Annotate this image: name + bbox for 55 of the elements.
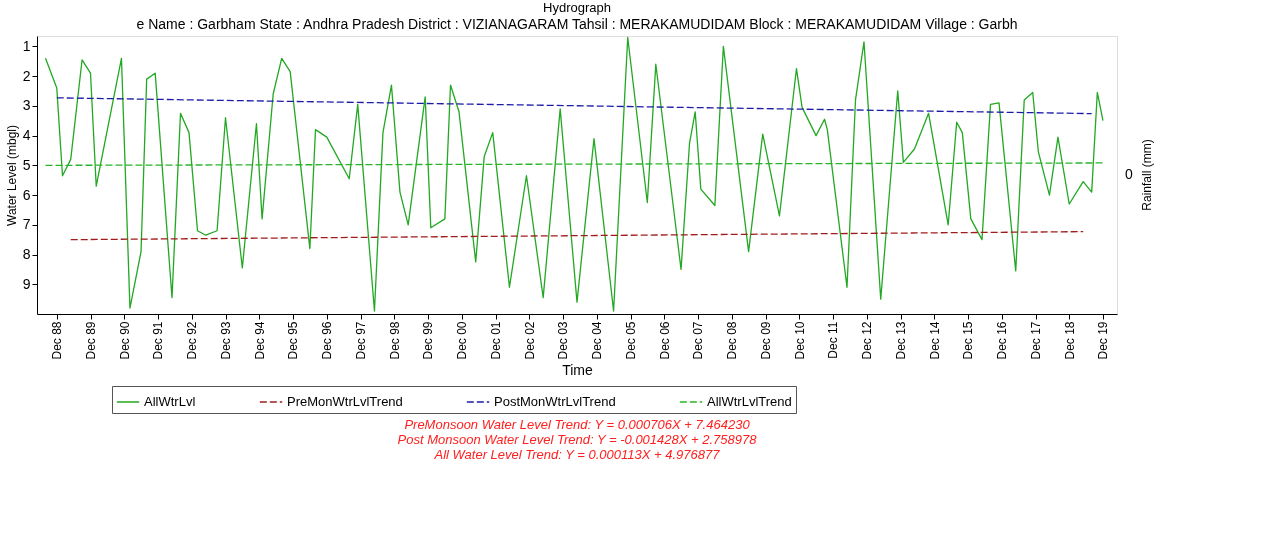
x-tick-label: Dec 93 <box>219 321 233 360</box>
x-tick-label: Dec 05 <box>624 321 638 360</box>
x-tick-label: Dec 10 <box>792 321 807 360</box>
y-tick-label: 8 <box>22 246 31 263</box>
x-tick-label: Dec 98 <box>387 321 402 360</box>
legend-label: PostMonWtrLvlTrend <box>494 394 616 409</box>
y-tick-label: 3 <box>22 97 31 114</box>
text: 0 <box>1125 166 1133 182</box>
legend-label: AllWtrLvl <box>144 394 196 409</box>
x-tick-label: Dec 88 <box>50 321 65 360</box>
y-tick-label: 5 <box>22 156 31 173</box>
x-axis-title: Time <box>562 361 594 378</box>
text: PreMonsoon Water Level Trend: Y = 0.000706X + 7.464230 <box>404 417 751 432</box>
chart-subtitle: e Name : Garbham State : Andhra Pradesh District : VIZIANAGARAM Tahsil : MERAKAMUDIDAM Block : MERAKAMUDIDAM Village : Garbh <box>136 16 1018 32</box>
y-axis-title: Water Level (mbgl) <box>4 125 19 226</box>
x-tick-label: Dec 19 <box>1096 321 1111 360</box>
y2-axis-title: Rainfall (mm) <box>1140 139 1154 211</box>
x-tick-label: Dec 96 <box>320 321 335 360</box>
x-tick-label: Dec 04 <box>590 321 605 360</box>
y-tick-label: 1 <box>22 37 31 54</box>
x-tick-label: Dec 03 <box>556 321 571 360</box>
x-tick-label: Dec 92 <box>185 321 200 360</box>
x-tick-label: Dec 06 <box>657 321 672 360</box>
text: Post Monsoon Water Level Trend: Y = -0.001428X + 2.758978 <box>397 432 758 447</box>
y-tick-label: 7 <box>22 216 31 233</box>
x-tick-label: Dec 95 <box>286 321 301 360</box>
x-tick-label: Dec 02 <box>522 321 537 360</box>
x-tick-label: Dec 15 <box>961 321 976 360</box>
x-tick-label: Dec 11 <box>826 321 841 359</box>
x-tick-label: Dec 94 <box>252 321 267 360</box>
x-tick-label: Dec 18 <box>1062 321 1077 360</box>
y-tick-label: 2 <box>22 67 31 84</box>
x-tick-label: Dec 91 <box>151 321 166 360</box>
y-tick-label: 4 <box>22 127 31 144</box>
legend-label: PreMonWtrLvlTrend <box>287 394 403 409</box>
y-tick-label: 6 <box>22 186 31 203</box>
x-tick-label: Dec 13 <box>894 321 908 360</box>
x-tick-label: Dec 08 <box>725 321 740 360</box>
x-tick-label: Dec 90 <box>117 321 132 360</box>
x-tick-label: Dec 17 <box>1029 321 1043 360</box>
y-tick-label: 9 <box>22 275 31 292</box>
x-tick-label: Dec 00 <box>455 321 470 360</box>
text: All Water Level Trend: Y = 0.000113X + 4.976877 <box>433 447 721 462</box>
x-tick-label: Dec 14 <box>927 321 942 360</box>
x-tick-label: Dec 12 <box>860 321 875 360</box>
x-tick-label: Dec 07 <box>691 321 706 360</box>
x-tick-label: Dec 09 <box>759 321 773 360</box>
x-tick-label: Dec 97 <box>354 321 368 360</box>
x-tick-label: Dec 16 <box>995 321 1010 360</box>
line-series <box>44 36 1104 312</box>
legend-label: AllWtrLvlTrend <box>707 394 792 409</box>
chart-title: Hydrograph <box>543 0 611 15</box>
x-tick-label: Dec 89 <box>84 321 98 360</box>
x-tick-label: Dec 99 <box>421 321 436 360</box>
x-tick-label: Dec 01 <box>489 321 503 360</box>
